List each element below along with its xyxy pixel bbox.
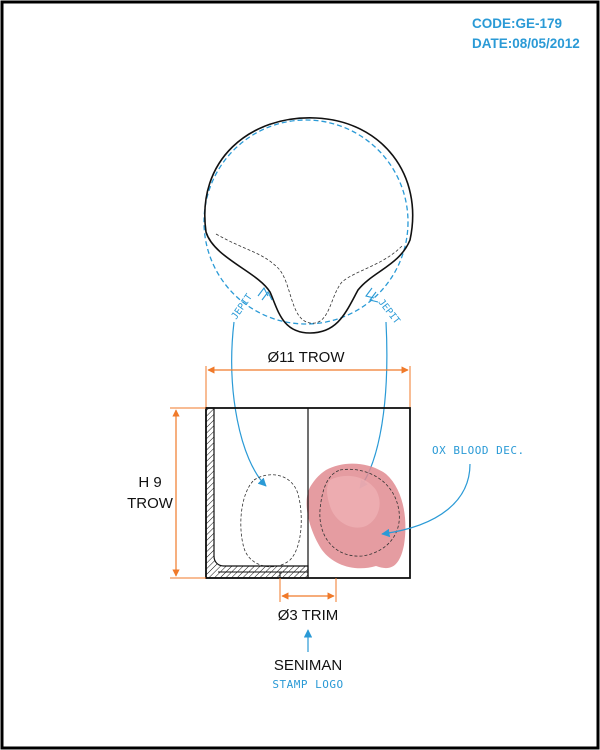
jepit-right-leader — [359, 321, 388, 489]
jepit-left-leader — [231, 321, 267, 487]
drawing-code: CODE:GE-179 — [472, 16, 562, 31]
height-label-line2: TROW — [127, 495, 174, 512]
section-wall — [205, 407, 309, 579]
drawing-date: DATE:08/05/2012 — [472, 36, 580, 51]
decoration-leader — [381, 463, 471, 538]
decoration-callout: OX BLOOD DEC. — [381, 444, 525, 538]
height-dimension: H 9 TROW — [127, 407, 206, 579]
stamp-callout: SENIMAN STAMP LOGO — [272, 629, 343, 691]
stamp-label: STAMP LOGO — [272, 678, 343, 691]
foot-label: Ø3 TRIM — [278, 607, 339, 624]
decoration-label: OX BLOOD DEC. — [432, 444, 525, 457]
brand-label: SENIMAN — [274, 657, 342, 674]
side-view — [205, 407, 411, 579]
top-view-outline — [204, 117, 414, 334]
jepit-left-label: JEPIT — [229, 292, 255, 322]
top-view-inner-outline — [215, 233, 403, 324]
jepit-imprint — [240, 474, 302, 568]
jepit-right-mark: JEPIT — [365, 287, 402, 327]
diameter-dimension: Ø11 TROW — [205, 349, 411, 408]
ox-blood-outline — [319, 468, 400, 557]
jepit-left-mark: JEPIT — [229, 286, 273, 322]
diameter-label: Ø11 TROW — [268, 349, 346, 366]
jepit-right-label: JEPIT — [376, 297, 402, 327]
top-view-reference-circle — [203, 119, 409, 325]
height-label-line1: H 9 — [138, 474, 161, 491]
ox-blood-decoration-light — [327, 475, 380, 528]
foot-dimension: Ø3 TRIM — [278, 578, 339, 624]
